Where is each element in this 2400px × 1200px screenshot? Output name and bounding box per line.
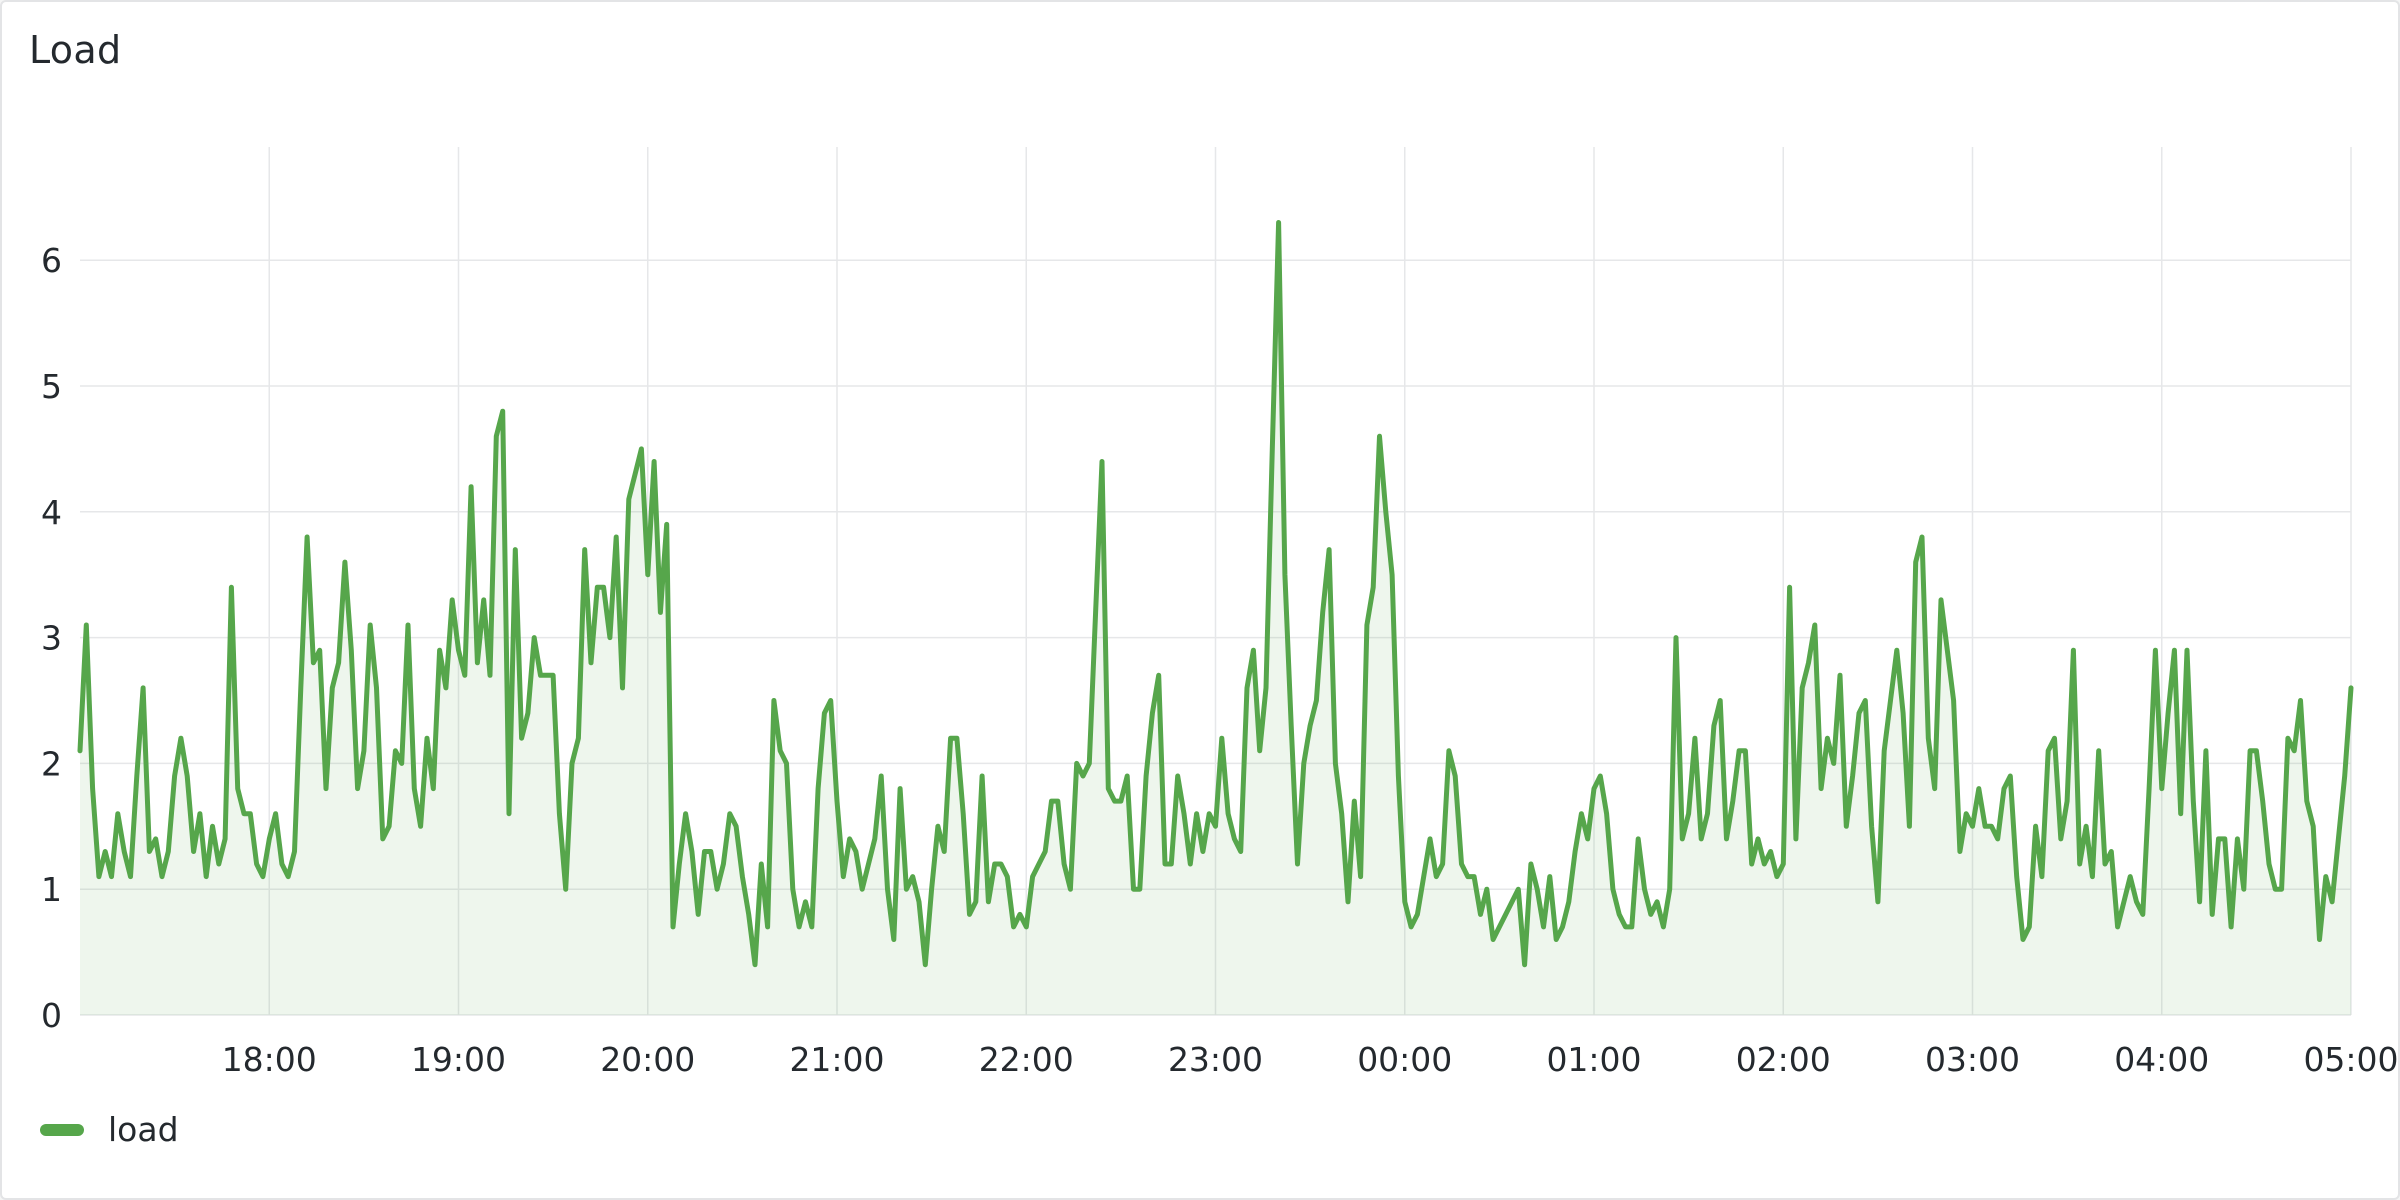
x-tick-label: 19:00 bbox=[411, 1040, 506, 1079]
x-tick-label: 00:00 bbox=[1357, 1040, 1452, 1079]
legend-label-load[interactable]: load bbox=[108, 1110, 179, 1149]
series-area-load bbox=[80, 222, 2351, 1015]
x-tick-label: 21:00 bbox=[789, 1040, 884, 1079]
line-layer bbox=[77, 220, 2354, 968]
legend-swatch-load bbox=[40, 1123, 84, 1136]
legend[interactable]: load bbox=[40, 1110, 179, 1149]
x-tick-label: 01:00 bbox=[1546, 1040, 1641, 1079]
y-axis-ticks: 0 1 2 3 4 5 6 bbox=[41, 241, 62, 1035]
x-tick-label: 20:00 bbox=[600, 1040, 695, 1079]
grid-lines bbox=[80, 147, 2352, 1016]
x-tick-label: 05:00 bbox=[2303, 1040, 2398, 1079]
series-line-load[interactable] bbox=[77, 220, 2354, 968]
y-tick-label: 6 bbox=[41, 241, 62, 280]
y-tick-label: 1 bbox=[41, 870, 62, 909]
panel-title: Load bbox=[29, 28, 122, 72]
x-tick-label: 22:00 bbox=[979, 1040, 1074, 1079]
x-tick-label: 03:00 bbox=[1925, 1040, 2020, 1079]
x-tick-label: 23:00 bbox=[1168, 1040, 1263, 1079]
x-tick-label: 02:00 bbox=[1736, 1040, 1831, 1079]
y-tick-label: 4 bbox=[41, 493, 62, 532]
x-tick-label: 18:00 bbox=[222, 1040, 317, 1079]
y-tick-label: 2 bbox=[41, 744, 62, 783]
y-tick-label: 0 bbox=[41, 996, 62, 1035]
area-layer bbox=[80, 222, 2351, 1015]
x-tick-label: 04:00 bbox=[2114, 1040, 2209, 1079]
x-axis-ticks: 18:00 19:00 20:00 21:00 22:00 23:00 00:00 01:00… bbox=[222, 1040, 2398, 1079]
y-tick-label: 5 bbox=[41, 367, 62, 406]
y-tick-label: 3 bbox=[41, 619, 62, 658]
